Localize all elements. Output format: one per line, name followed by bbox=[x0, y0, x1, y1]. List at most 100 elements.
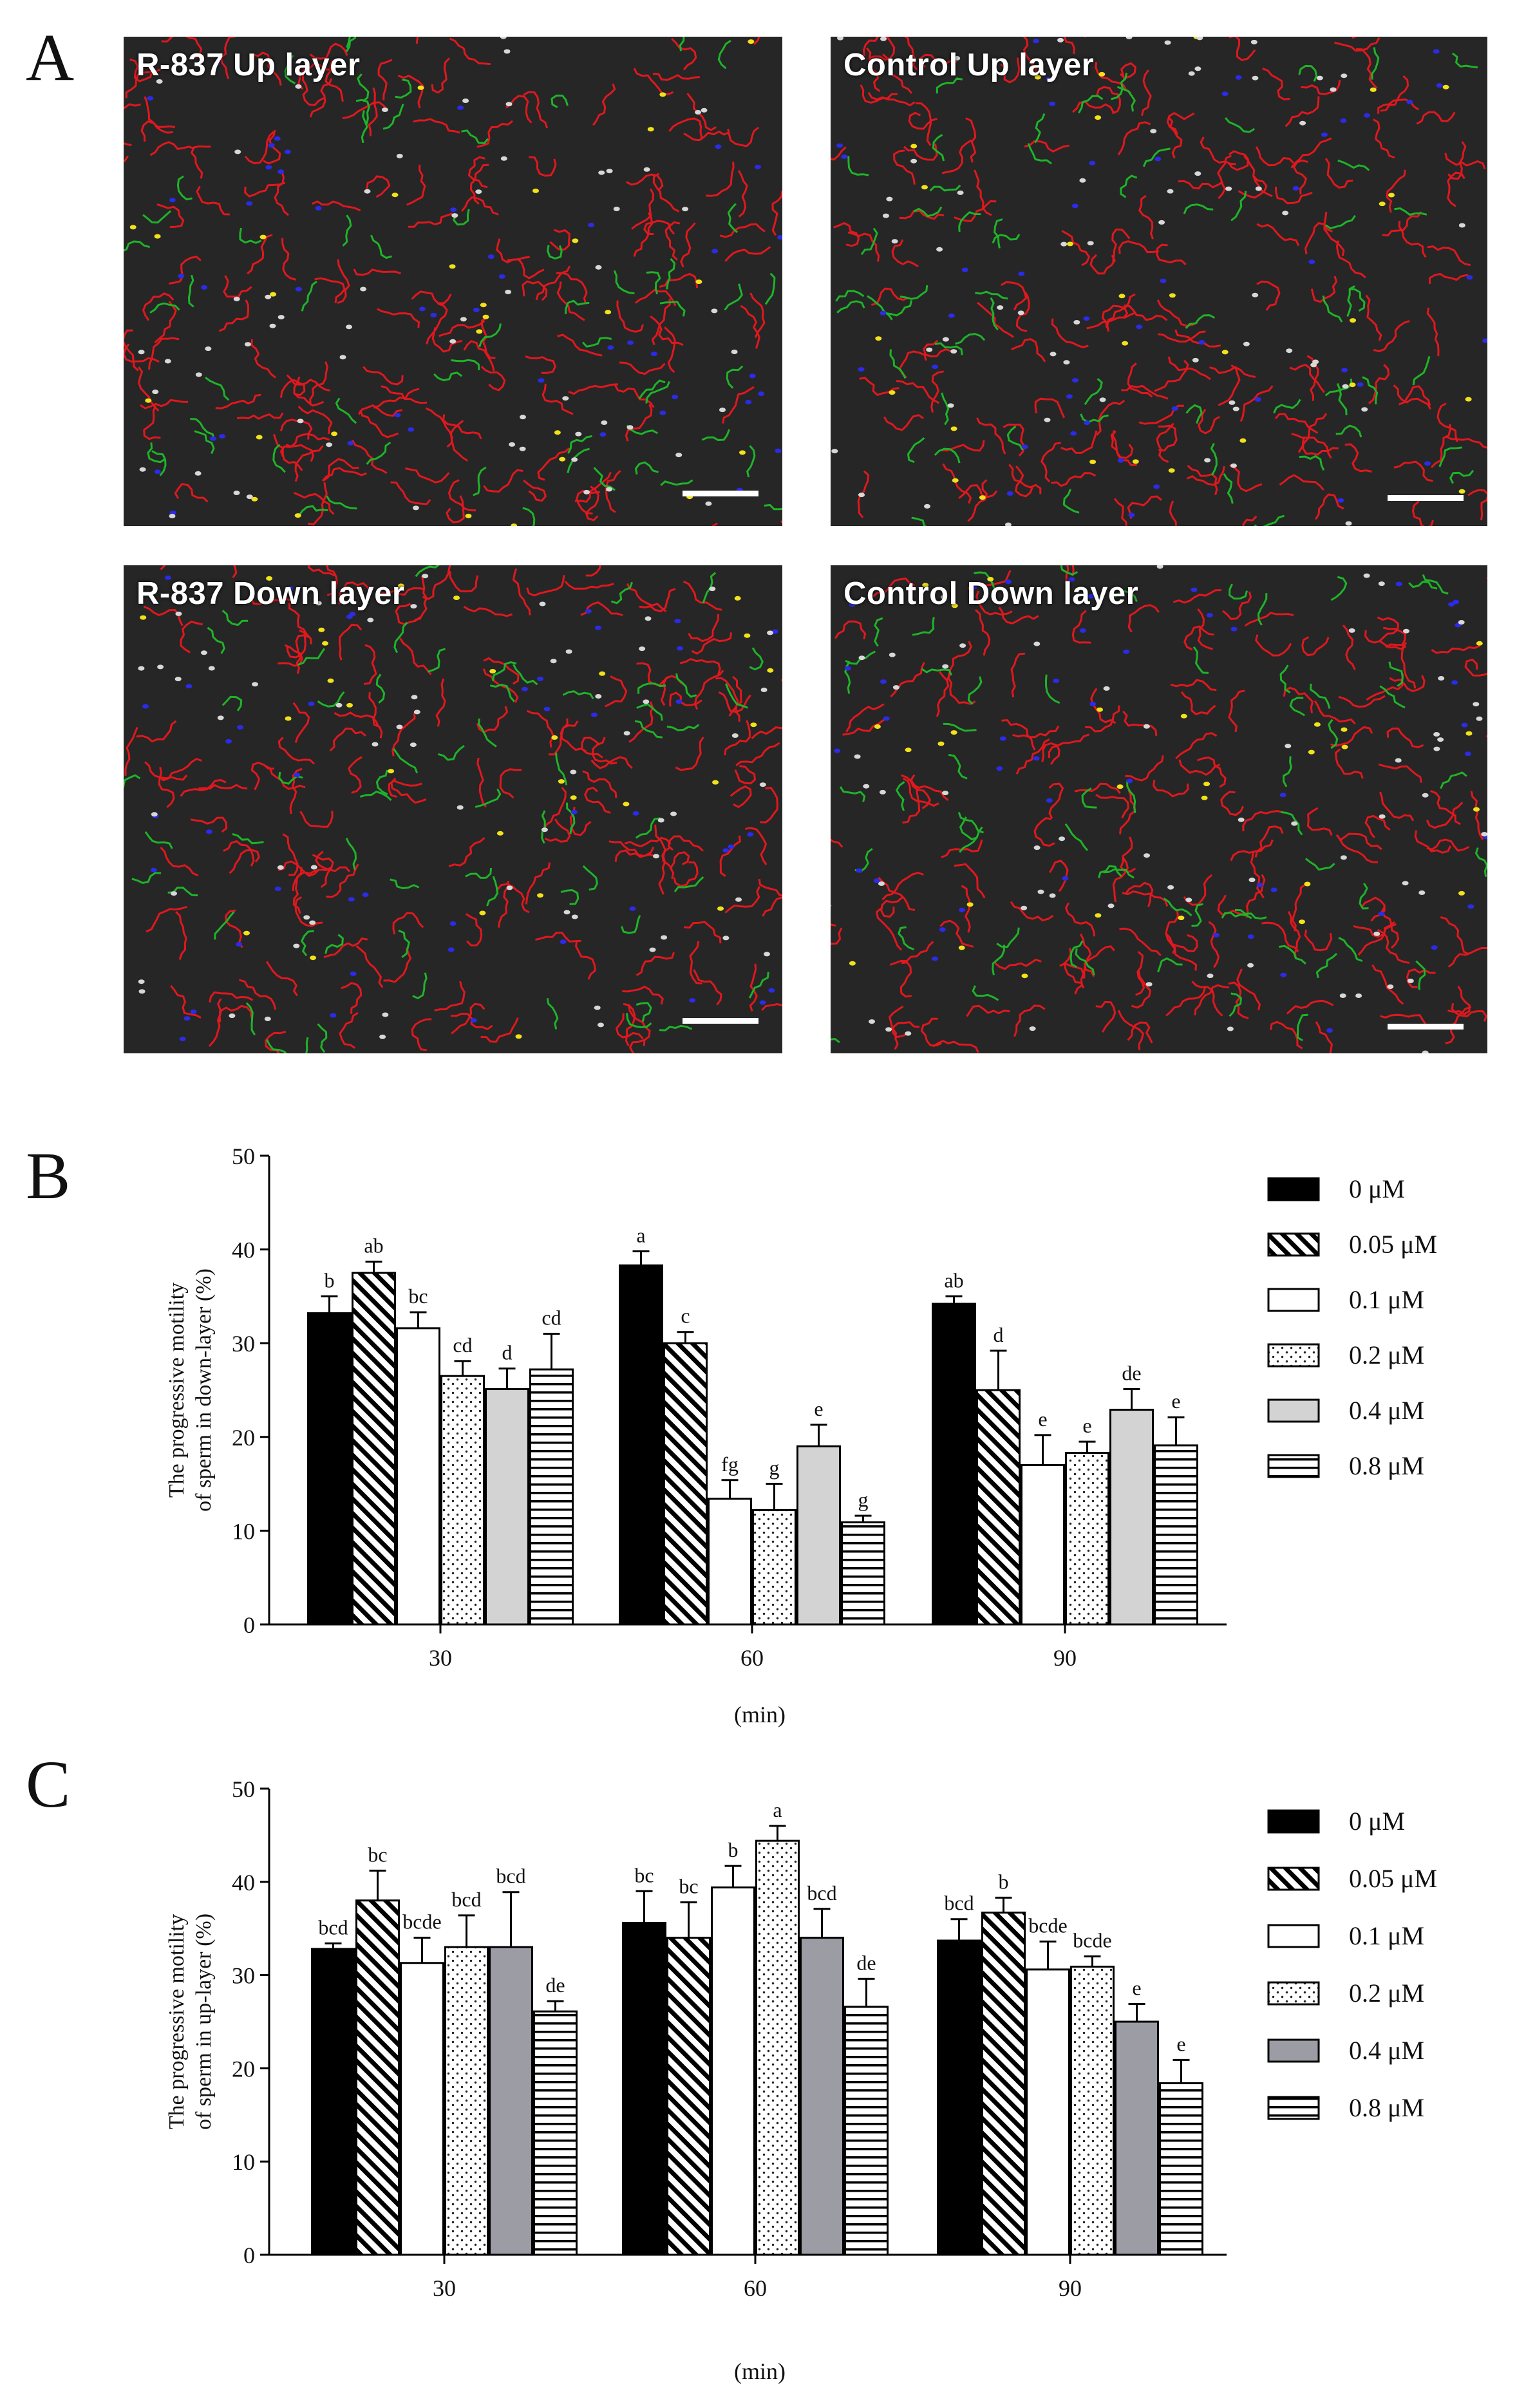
cell-spot bbox=[1442, 84, 1449, 89]
sperm-track bbox=[1334, 37, 1380, 52]
sperm-track bbox=[542, 383, 574, 415]
cell-spot bbox=[1308, 259, 1315, 265]
sperm-track bbox=[1377, 616, 1399, 643]
sperm-track bbox=[236, 412, 284, 420]
sperm-track bbox=[395, 603, 421, 625]
bar bbox=[1154, 1444, 1198, 1626]
cell-spot bbox=[905, 1031, 912, 1036]
sperm-track bbox=[1085, 705, 1120, 733]
cell-spot bbox=[731, 350, 738, 354]
y-tick-label: 10 bbox=[232, 1518, 255, 1544]
cell-spot bbox=[422, 574, 429, 579]
cell-spot bbox=[1164, 40, 1171, 45]
sperm-track bbox=[377, 587, 426, 596]
sperm-track bbox=[1041, 742, 1060, 766]
bar bbox=[440, 1375, 485, 1626]
sperm-track bbox=[438, 320, 485, 337]
sperm-track bbox=[1315, 952, 1338, 979]
cell-spot bbox=[322, 641, 328, 646]
cell-spot bbox=[1185, 898, 1192, 903]
cell-spot bbox=[885, 1027, 892, 1032]
cell-spot bbox=[598, 1022, 604, 1028]
y-axis-label: The progressive motility of sperm in up-l… bbox=[165, 1914, 216, 2130]
sperm-track bbox=[1217, 894, 1250, 916]
sperm-track bbox=[835, 290, 865, 302]
sperm-track bbox=[351, 439, 388, 475]
sperm-track bbox=[967, 570, 1012, 590]
sperm-track bbox=[958, 211, 981, 232]
sperm-track bbox=[580, 601, 623, 617]
sperm-track bbox=[689, 941, 702, 984]
cell-spot bbox=[190, 1010, 197, 1014]
sperm-track bbox=[144, 761, 188, 781]
sperm-track bbox=[974, 609, 991, 656]
cell-spot bbox=[1378, 581, 1385, 587]
sperm-track bbox=[480, 1017, 519, 1043]
sperm-track bbox=[719, 223, 766, 238]
sperm-track bbox=[934, 342, 963, 355]
sperm-track bbox=[585, 565, 601, 577]
bar bbox=[311, 1948, 355, 2256]
sperm-track bbox=[651, 299, 671, 346]
sperm-track bbox=[1422, 574, 1449, 595]
cell-spot bbox=[1254, 397, 1261, 402]
sperm-track bbox=[1010, 901, 1054, 921]
x-tick-label: 30 bbox=[433, 2275, 456, 2301]
bar bbox=[489, 1946, 533, 2256]
sperm-track bbox=[749, 292, 766, 339]
sperm-track bbox=[142, 292, 174, 321]
sperm-track bbox=[880, 896, 903, 918]
sperm-track bbox=[1412, 496, 1434, 526]
sperm-track bbox=[1048, 782, 1064, 819]
sperm-track bbox=[1245, 874, 1266, 918]
cell-spot bbox=[138, 666, 145, 671]
cell-spot bbox=[184, 1016, 191, 1021]
cell-spot bbox=[1095, 913, 1102, 918]
cell-spot bbox=[879, 789, 886, 795]
cell-spot bbox=[449, 264, 456, 269]
cell-spot bbox=[364, 189, 371, 194]
sperm-track bbox=[897, 37, 918, 71]
cell-spot bbox=[164, 575, 171, 580]
sperm-track bbox=[701, 429, 730, 441]
sperm-track bbox=[942, 463, 972, 504]
sperm-track bbox=[1324, 214, 1356, 230]
sperm-track bbox=[582, 865, 598, 891]
sperm-track bbox=[149, 141, 195, 156]
bar bbox=[444, 1946, 489, 2256]
cell-spot bbox=[413, 710, 420, 715]
sperm-track bbox=[1229, 464, 1263, 493]
sperm-track bbox=[392, 912, 424, 935]
bar bbox=[1021, 1463, 1065, 1626]
sperm-track bbox=[1335, 424, 1362, 438]
cell-spot bbox=[382, 1012, 389, 1017]
sperm-track bbox=[941, 392, 950, 426]
sperm-track bbox=[359, 791, 392, 802]
sperm-track bbox=[1254, 514, 1285, 526]
cell-spot bbox=[613, 207, 620, 211]
sperm-track bbox=[834, 620, 866, 640]
cell-spot bbox=[650, 352, 657, 357]
sperm-track bbox=[198, 784, 248, 790]
cell-spot bbox=[294, 773, 301, 778]
cell-spot bbox=[1046, 798, 1053, 803]
sperm-track bbox=[635, 817, 661, 839]
cell-spot bbox=[1252, 292, 1259, 297]
sperm-track bbox=[1255, 634, 1292, 657]
sperm-track bbox=[1283, 686, 1314, 713]
sperm-track bbox=[1071, 610, 1091, 644]
sperm-track bbox=[1289, 697, 1305, 717]
sperm-track bbox=[549, 229, 570, 250]
cell-spot bbox=[954, 56, 961, 61]
cell-spot bbox=[538, 378, 545, 383]
sperm-track bbox=[913, 206, 943, 218]
sperm-track bbox=[499, 768, 522, 799]
sperm-track bbox=[664, 326, 676, 373]
sperm-track bbox=[1119, 789, 1136, 834]
bar bbox=[1065, 1452, 1109, 1626]
cell-spot bbox=[1345, 521, 1352, 526]
cell-spot bbox=[154, 469, 161, 475]
sperm-track bbox=[513, 664, 538, 686]
sperm-track bbox=[309, 78, 333, 118]
legend-label: 0.05 μM bbox=[1349, 1230, 1437, 1259]
